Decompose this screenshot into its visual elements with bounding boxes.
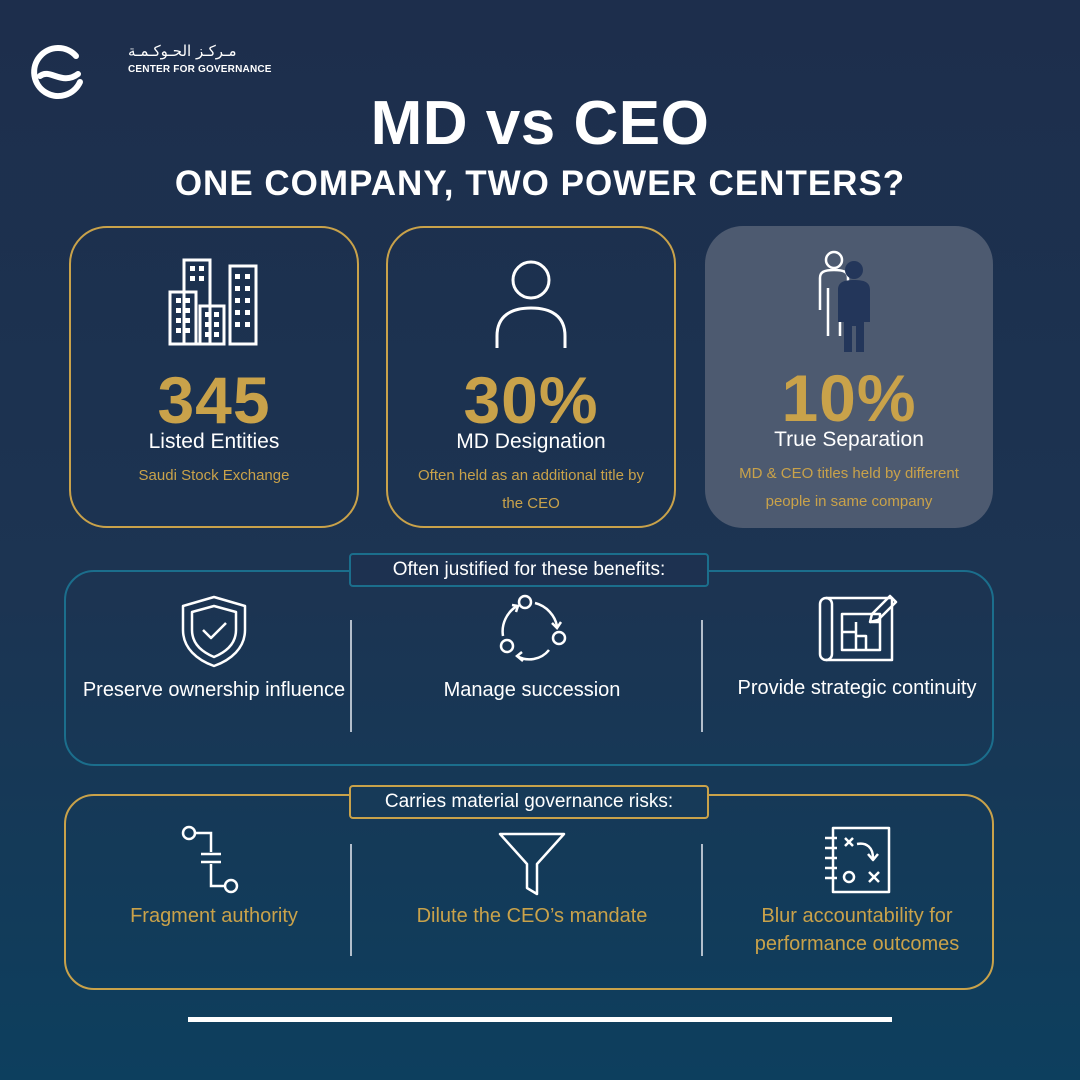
buildings-icon [168, 258, 258, 346]
divider [350, 620, 352, 732]
divider [701, 844, 703, 956]
divider [701, 620, 703, 732]
risk-item: Fragment authority [69, 824, 359, 930]
benefit-label: Provide strategic continuity [737, 677, 977, 699]
divider [350, 844, 352, 956]
benefit-label: Preserve ownership influence [82, 679, 346, 701]
broken-connection-icon [181, 825, 239, 894]
page-subtitle: ONE COMPANY, TWO POWER CENTERS? [174, 164, 906, 203]
shield-check-icon [181, 595, 247, 668]
stat-description: MD & CEO titles held by different people… [739, 465, 959, 510]
logo-arabic-text: مـركـز الحـوكـمـة [128, 42, 237, 60]
risks-heading: Carries material governance risks: [349, 785, 709, 819]
page-title: MD vs CEO [370, 89, 710, 158]
center-for-governance-logo: مـركـز الحـوكـمـة CENTER FOR GOVERNANCE [28, 40, 271, 102]
two-people-icon [818, 250, 870, 352]
cycle-arrows-icon [499, 594, 567, 662]
benefit-label: Manage succession [443, 679, 621, 701]
stat-label: Listed Entities [148, 430, 280, 453]
risk-label: Blur accountability for performance outc… [754, 905, 960, 955]
benefit-item: Provide strategic continuity [712, 592, 1002, 702]
logo-english-text: CENTER FOR GOVERNANCE [128, 64, 272, 75]
stat-card-true-separation: 10% True Separation MD & CEO titles held… [705, 226, 993, 528]
person-icon [495, 260, 567, 348]
benefit-item: Manage succession [387, 594, 677, 704]
stat-value: 30% [463, 363, 599, 437]
risk-item: Blur accountability for performance outc… [712, 824, 1002, 958]
stat-label: True Separation [774, 428, 924, 451]
risk-label: Dilute the CEO’s mandate [416, 905, 648, 927]
strategy-board-icon [825, 826, 891, 894]
stat-label: MD Designation [456, 430, 606, 453]
stat-description: Often held as an additional title by the… [418, 467, 644, 512]
blueprint-icon [818, 594, 898, 662]
benefits-heading: Often justified for these benefits: [349, 553, 709, 587]
governance-logo-icon [31, 45, 83, 100]
stat-value: 10% [781, 361, 917, 435]
funnel-icon [498, 832, 566, 896]
stat-value: 345 [157, 363, 271, 437]
stat-card-md-designation: 30% MD Designation Often held as an addi… [386, 226, 676, 528]
risk-item: Dilute the CEO’s mandate [387, 830, 677, 930]
stat-description: Saudi Stock Exchange [138, 467, 290, 484]
bottom-divider-line [188, 1017, 892, 1022]
risk-label: Fragment authority [130, 905, 298, 927]
stat-card-listed-entities: 345 Listed Entities Saudi Stock Exchange [69, 226, 359, 528]
benefit-item: Preserve ownership influence [69, 594, 359, 704]
